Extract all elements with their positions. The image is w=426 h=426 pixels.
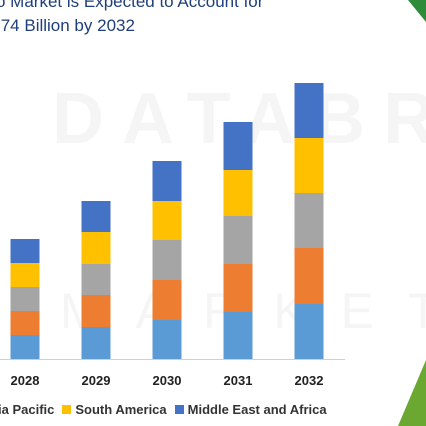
bar-segment-middle-east-africa-2031 [223,122,253,170]
chart-title-line-2: .74 Billion by 2032 [0,16,135,35]
chart-title: o Market is Expected to Account for .74 … [0,0,396,38]
bar-segment-asia-pacific-2032 [294,193,324,248]
stacked-bar-chart: 2028 2029 2030 2031 2032 [0,83,345,388]
bar-segment-north-america-2032 [294,304,324,359]
x-tick-label-2031: 2031 [224,373,253,388]
legend-label-middle-east-africa: Middle East and Africa [187,402,327,417]
bar-segment-europe-2032 [294,248,324,304]
bar-segment-europe-2029 [81,295,111,327]
bar-segment-south-america-2032 [294,138,324,193]
bar-segment-middle-east-africa-2029 [81,201,111,232]
bar-segment-north-america-2031 [223,312,253,359]
bar-segment-north-america-2030 [152,320,182,359]
bar-segment-middle-east-africa-2028 [10,239,40,263]
legend-swatch-south-america [62,405,72,414]
bar-segment-south-america-2031 [223,170,253,216]
x-tick-label-2032: 2032 [295,373,324,388]
bar-segment-asia-pacific-2029 [81,264,111,295]
legend-label-asia-pacific: ia Pacific [0,402,55,417]
bar-segment-middle-east-africa-2030 [152,161,182,201]
bar-segment-south-america-2028 [10,263,40,287]
bar-segment-europe-2028 [10,311,40,335]
bar-segment-middle-east-africa-2032 [294,83,324,138]
legend-item-asia-pacific: ia Pacific [0,402,54,417]
x-tick-label-2028: 2028 [11,373,40,388]
bar-segment-south-america-2029 [81,232,111,264]
bar-segment-north-america-2028 [10,335,40,359]
legend-swatch-middle-east-africa [174,405,184,414]
legend-item-south-america: South America [62,402,167,417]
legend-label-south-america: South America [75,402,167,417]
bar-segment-north-america-2029 [81,327,111,359]
legend-item-middle-east-africa: Middle East and Africa [174,402,327,417]
chart-legend: ia Pacific South America Middle East and… [0,402,335,417]
x-axis-labels: 2028 2029 2030 2031 2032 [11,373,324,388]
bar-segment-europe-2030 [152,280,182,320]
x-tick-label-2030: 2030 [153,373,182,388]
chart-title-line-1: o Market is Expected to Account for [0,0,264,11]
bar-segment-europe-2031 [223,264,253,312]
bar-segment-asia-pacific-2028 [10,287,40,311]
bar-segment-asia-pacific-2030 [152,240,182,280]
x-tick-label-2029: 2029 [82,373,111,388]
bar-segment-asia-pacific-2031 [223,216,253,264]
bar-group [10,83,324,359]
bar-segment-south-america-2030 [152,201,182,240]
